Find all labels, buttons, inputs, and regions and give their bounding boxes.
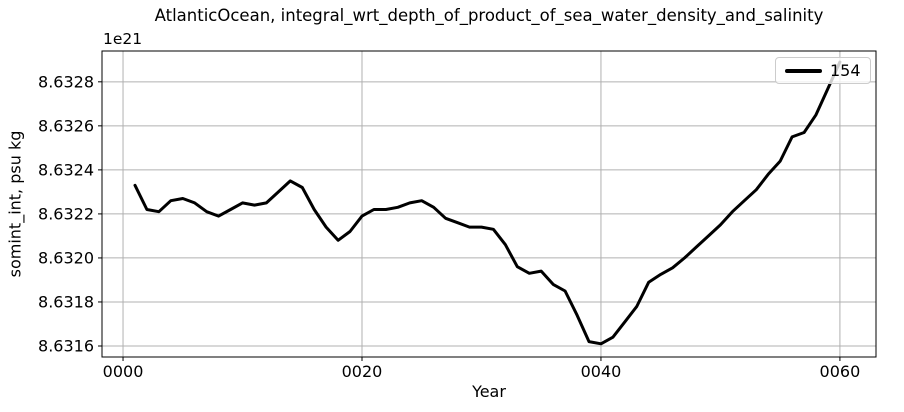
legend-line-sample-icon [785,68,822,73]
plot-area [101,50,877,358]
y-tick-label: 8.6322 [38,204,94,223]
y-tick-label: 8.6328 [38,72,94,91]
chart-title: AtlanticOcean, integral_wrt_depth_of_pro… [154,6,824,25]
y-tick-label: 8.6316 [38,336,94,355]
y-tick-label: 8.6326 [38,116,94,135]
y-axis-label: somint_int, psu kg [5,130,25,278]
x-axis-label: Year [472,382,506,401]
legend: 154 [775,57,871,84]
legend-entry-label: 154 [830,60,861,80]
x-tick-label: 0020 [342,362,383,381]
x-tick-label: 0040 [581,362,622,381]
y-tick-label: 8.6320 [38,248,94,267]
y-axis-offset-label: 1e21 [103,30,143,48]
y-tick-label: 8.6318 [38,292,94,311]
x-tick-label: 0060 [820,362,861,381]
x-tick-label: 0000 [103,362,144,381]
data-line-154 [133,60,842,346]
y-tick-label: 8.6324 [38,160,94,179]
